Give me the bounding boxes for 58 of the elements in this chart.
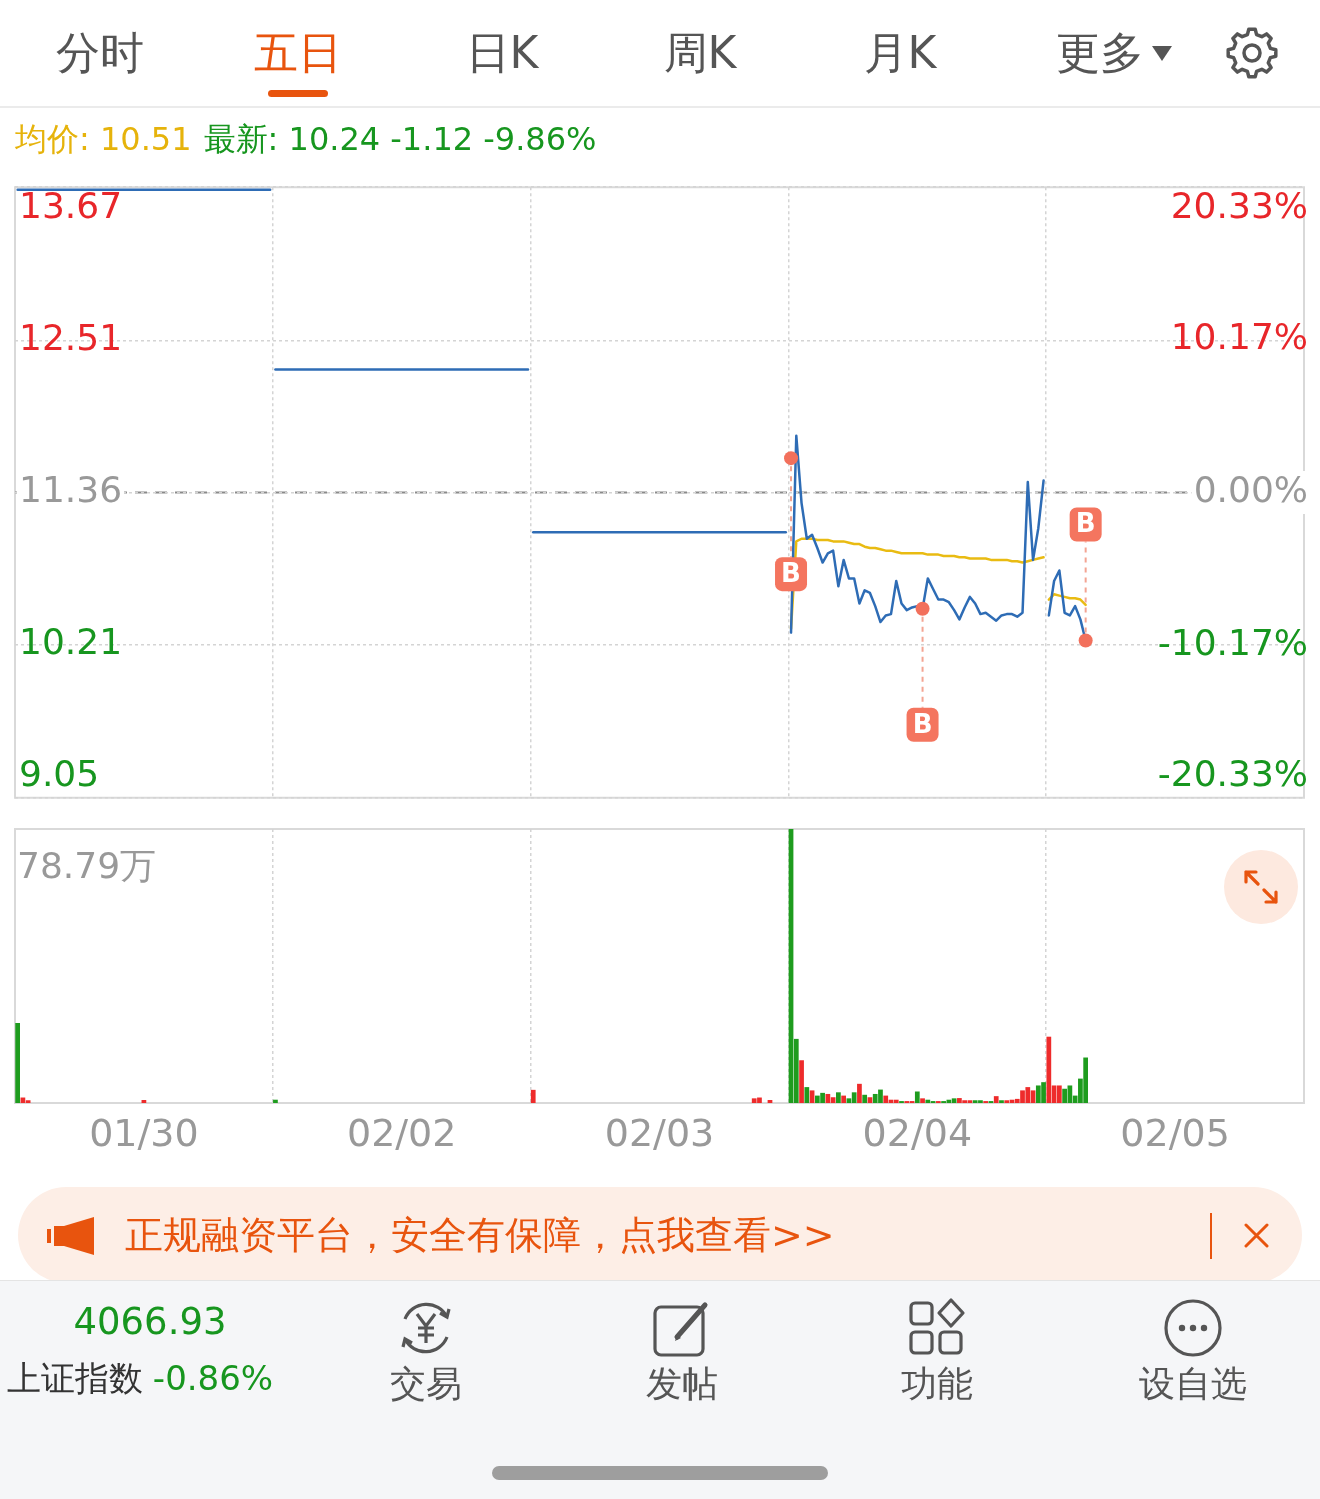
bar: [1056, 1085, 1062, 1103]
y-tick-label: 9.05: [19, 752, 100, 794]
bar: [825, 1093, 831, 1103]
x-tick-label: 02/02: [346, 1110, 457, 1155]
x-tick-label: 02/03: [604, 1110, 715, 1155]
bar: [1046, 1036, 1052, 1103]
y2-tick-label: -20.33%: [1157, 752, 1308, 794]
y-tick-label: 12.51: [19, 316, 123, 358]
bar: [799, 1060, 804, 1103]
text: 正规融资平台，安全有保障，点我查看>>: [125, 1212, 835, 1259]
bar: [993, 1096, 999, 1103]
text: 分时: [56, 26, 144, 80]
bar: [1004, 1100, 1010, 1103]
text: 上证指数: [6, 1358, 143, 1398]
bar: [914, 1091, 920, 1103]
y2-tick-label: 0.00%: [1193, 468, 1308, 510]
x-tick-label: 02/04: [862, 1110, 973, 1155]
bar: [841, 1095, 847, 1103]
bar: [15, 1022, 20, 1103]
bar: [836, 1092, 841, 1103]
y-tick-label: 11.36: [19, 468, 123, 510]
bar: [25, 1100, 31, 1103]
annotation: 78.79万: [17, 845, 157, 887]
chart-title: 均价: 10.51: [15, 120, 192, 158]
bar: [862, 1094, 868, 1103]
y2-tick-label: -10.17%: [1157, 621, 1308, 663]
bar: [920, 1098, 925, 1103]
text: 设自选: [1139, 1362, 1247, 1406]
text: 4066.93: [73, 1299, 227, 1345]
text: 五日: [254, 26, 342, 80]
text: 发帖: [646, 1362, 718, 1406]
bar: [804, 1087, 810, 1103]
bar: [851, 1092, 857, 1103]
annotation: B: [912, 708, 933, 739]
bar: [883, 1095, 889, 1103]
annotation: B: [781, 557, 801, 588]
bar: [857, 1083, 862, 1103]
bar: [893, 1099, 899, 1103]
text: -0.86%: [152, 1358, 274, 1398]
bar: [951, 1098, 957, 1103]
bar: [999, 1100, 1004, 1103]
y-tick-label: 13.67: [19, 185, 123, 227]
text: 日K: [465, 26, 539, 80]
y2-tick-label: 20.33%: [1170, 185, 1308, 227]
y-tick-label: 10.21: [19, 620, 123, 662]
text: 周K: [663, 26, 737, 80]
bar: [925, 1099, 931, 1103]
bar: [273, 1099, 278, 1103]
bar: [530, 1089, 536, 1103]
text: 月K: [863, 26, 937, 80]
annotation: B: [1075, 508, 1096, 539]
text: 更多: [1056, 26, 1144, 80]
text: 交易: [390, 1362, 462, 1406]
x-tick-label: 02/05: [1120, 1110, 1230, 1155]
chart-subtitle: 最新: 10.24 -1.12 -9.86%: [203, 120, 597, 158]
y2-tick-label: 10.17%: [1170, 316, 1308, 358]
text: 功能: [901, 1362, 973, 1406]
x-tick-label: 01/30: [89, 1110, 199, 1155]
